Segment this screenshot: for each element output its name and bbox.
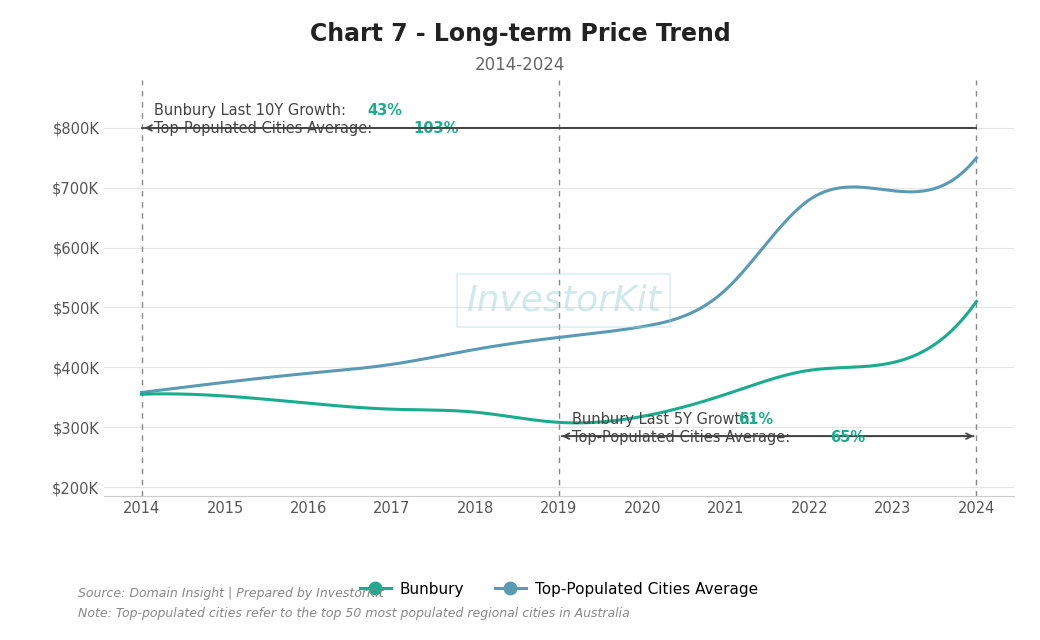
Text: InvestorKit: InvestorKit xyxy=(466,284,661,317)
Text: Bunbury Last 10Y Growth:: Bunbury Last 10Y Growth: xyxy=(154,102,350,118)
Text: Bunbury Last 5Y Growth:: Bunbury Last 5Y Growth: xyxy=(572,412,759,427)
Text: Chart 7 - Long-term Price Trend: Chart 7 - Long-term Price Trend xyxy=(310,22,730,46)
Text: Note: Top-populated cities refer to the top 50 most populated regional cities in: Note: Top-populated cities refer to the … xyxy=(78,607,630,620)
Text: 65%: 65% xyxy=(830,430,865,445)
Text: 43%: 43% xyxy=(367,102,402,118)
Text: Top-Populated Cities Average:: Top-Populated Cities Average: xyxy=(572,430,795,445)
Text: 103%: 103% xyxy=(413,121,459,136)
Text: Source: Domain Insight | Prepared by InvestorKit: Source: Domain Insight | Prepared by Inv… xyxy=(78,588,384,600)
Text: 2014-2024: 2014-2024 xyxy=(475,56,565,74)
Legend: Bunbury, Top-Populated Cities Average: Bunbury, Top-Populated Cities Average xyxy=(354,575,764,603)
Text: 61%: 61% xyxy=(738,412,774,427)
Text: Top-Populated Cities Average:: Top-Populated Cities Average: xyxy=(154,121,376,136)
